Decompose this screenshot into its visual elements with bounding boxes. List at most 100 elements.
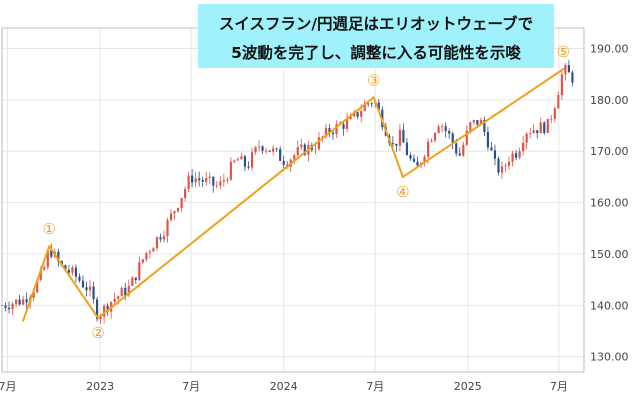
candle-body (243, 156, 247, 167)
candle-body (493, 150, 497, 159)
candle-body (67, 270, 70, 273)
candle-body (74, 267, 78, 277)
candle-body (536, 130, 539, 134)
candle-body (324, 128, 328, 137)
candle-body (303, 144, 306, 155)
candle-body (106, 305, 109, 312)
candle-body (486, 132, 490, 148)
candle-body (22, 299, 25, 305)
y-tick-label: 150.00 (590, 248, 629, 261)
candle-body (88, 286, 92, 291)
candle-body (448, 130, 451, 134)
x-tick-label: 2025 (454, 380, 482, 393)
candle-body (451, 133, 454, 144)
candle-body (194, 178, 197, 183)
candle-body (279, 149, 282, 161)
candle-body (64, 265, 67, 271)
candle-body (50, 250, 53, 257)
candle-body (78, 276, 81, 281)
candle-body (490, 147, 493, 151)
x-tick-label: 2023 (86, 380, 114, 393)
candle-body (219, 181, 222, 186)
candle-body (345, 119, 349, 129)
wave-line (97, 96, 375, 320)
candle-body (117, 296, 120, 299)
candle-body (328, 128, 331, 133)
candle-body (476, 120, 479, 125)
candle-body (187, 175, 190, 189)
wave-labels: ① ② ③ ④ ⑤ (43, 43, 571, 342)
candle-body (120, 287, 123, 297)
candle-body (444, 126, 447, 131)
candle-body (370, 103, 373, 105)
candle-body (92, 286, 95, 300)
candle-body (208, 176, 211, 179)
candle-body (36, 279, 39, 293)
candle-body (317, 137, 320, 150)
candle-body (173, 211, 176, 214)
candle-body (377, 102, 380, 110)
candle-body (148, 251, 151, 253)
candle-body (215, 185, 218, 187)
wave-label: ③ (367, 71, 380, 89)
wave-line (48, 245, 100, 320)
candle-body (455, 143, 458, 154)
candle-body (367, 103, 370, 105)
candle-body (395, 143, 398, 146)
annotation-banner: スイスフラン/円週足はエリオットウェーブで 5波動を完了し、調整に入る可能性を示… (198, 4, 554, 68)
candle-body (81, 280, 85, 288)
candle-body (268, 150, 271, 152)
candle-body (564, 65, 567, 75)
candle-body (462, 144, 465, 156)
candle-body (321, 136, 324, 138)
axes: 130.00 140.00 150.00 160.00 170.00 180.00 190.… (0, 27, 629, 393)
candle-body (226, 179, 229, 181)
y-tick-label: 180.00 (590, 94, 629, 107)
wave-line (401, 68, 565, 178)
candle-body (85, 287, 88, 291)
candle-body (236, 159, 240, 161)
candle-body (391, 143, 394, 144)
candle-body (11, 303, 14, 310)
candle-body (314, 149, 317, 150)
candle-body (405, 142, 409, 156)
candle-body (25, 299, 28, 303)
candle-body (525, 133, 528, 143)
plot-frame (1, 27, 585, 373)
candle-body (57, 251, 60, 262)
candle-body (155, 237, 159, 249)
candle-body (342, 124, 345, 129)
candle-body (437, 126, 440, 133)
candle-body (543, 122, 546, 133)
candle-body (32, 292, 35, 298)
candle-body (152, 248, 155, 252)
candle-body (504, 165, 507, 167)
annotation-line-2: 5波動を完了し、調整に入る可能性を示唆 (231, 44, 521, 62)
candle-body (134, 277, 137, 280)
candle-body (43, 267, 46, 270)
candle-body (360, 111, 363, 117)
candle-body (423, 156, 426, 163)
candle-body (532, 130, 535, 134)
candle-body (131, 277, 134, 286)
candle-body (257, 146, 261, 148)
candle-body (127, 285, 130, 296)
candle-body (567, 65, 571, 73)
candle-body (557, 95, 560, 109)
wave-label: ④ (396, 183, 409, 201)
wave-label: ⑤ (557, 43, 570, 61)
candle-body (282, 160, 285, 165)
candle-body (296, 147, 299, 156)
candle-body (14, 299, 18, 304)
candle-body (571, 72, 574, 83)
candle-body (416, 161, 419, 166)
candle-body (356, 112, 359, 117)
y-tick-label: 130.00 (590, 351, 629, 364)
candle-body (169, 213, 173, 221)
candle-body (205, 178, 208, 182)
candle-body (522, 142, 525, 152)
candle-body (426, 141, 430, 157)
y-tick-label: 140.00 (590, 299, 629, 312)
candle-body (159, 237, 162, 240)
